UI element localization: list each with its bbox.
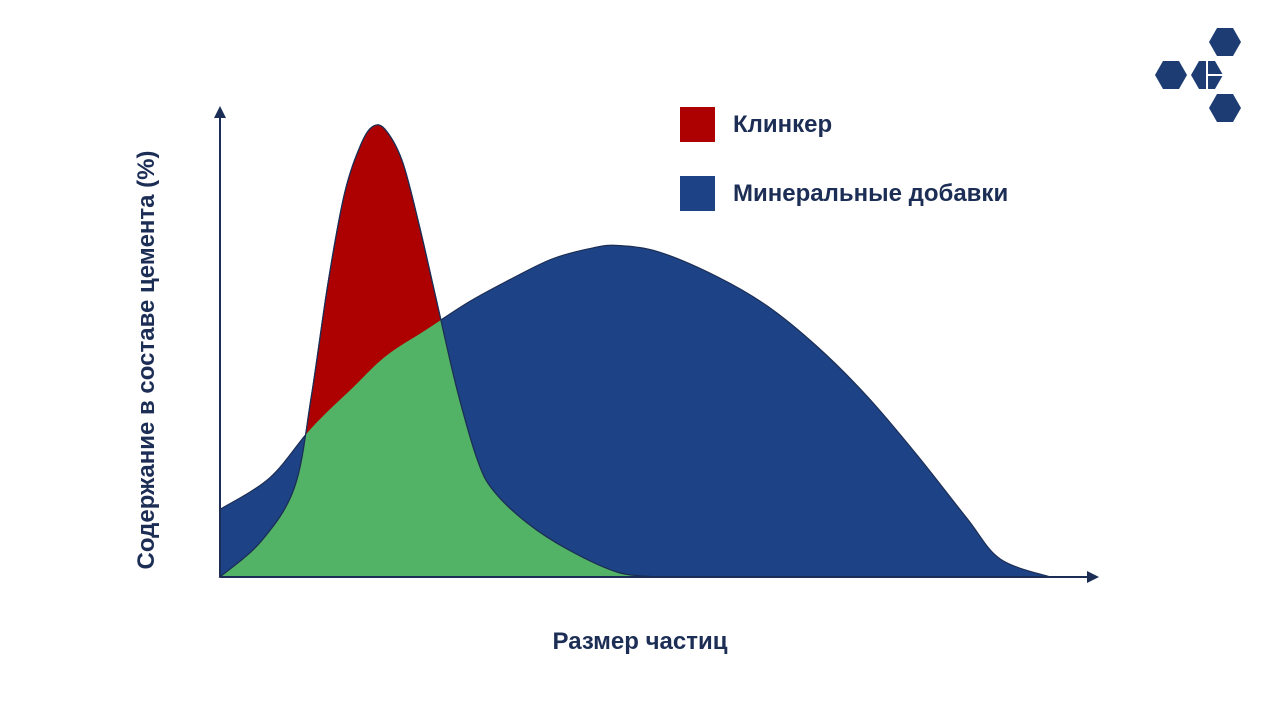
logo-hexagon-left [1155,61,1187,89]
hexagon-cluster-logo-icon [1155,28,1241,122]
series-layer [218,124,1051,578]
logo-hexagon-top [1209,28,1241,56]
x-axis-arrow-icon [1087,571,1099,583]
legend-swatch-clinker [680,107,715,142]
logo-hexagon-bottom [1209,94,1241,122]
x-axis-label: Размер частиц [552,628,728,655]
legend-item-mineral-additives: Минеральные добавки [680,176,1008,211]
axes [214,106,1099,583]
legend-item-clinker: Клинкер [680,107,832,142]
series-area-overlap [220,245,660,577]
legend-swatch-mineral-additives [680,176,715,211]
y-axis-label: Содержание в составе цемента (%) [133,150,160,570]
series-outline-clinker [219,124,660,578]
legend-label-mineral-additives: Минеральные добавки [733,179,1009,207]
legend-label-clinker: Клинкер [733,110,833,138]
y-axis-arrow-icon [214,106,226,118]
